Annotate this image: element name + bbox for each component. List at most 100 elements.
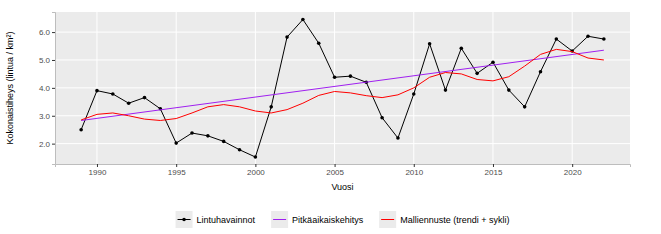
legend-line	[381, 219, 394, 220]
data-point	[460, 46, 464, 50]
legend-line	[273, 219, 286, 220]
data-point	[190, 131, 194, 135]
tick: 2005	[326, 164, 344, 177]
legend: Lintuhavainnot Pitkäaikaiskehitys Mallienn…	[176, 211, 510, 228]
data-point	[285, 35, 289, 39]
axis-line	[56, 165, 631, 168]
data-point	[396, 136, 400, 140]
data-point	[349, 74, 353, 78]
x-axis-title: Vuosi	[331, 182, 353, 192]
grid-line	[572, 12, 573, 164]
data-point	[380, 116, 384, 120]
legend-item: Lintuhavainnot	[176, 211, 256, 228]
data-point	[475, 72, 479, 76]
legend-label: Lintuhavainnot	[197, 215, 256, 225]
tick-label: 6.0	[39, 28, 51, 37]
data-point	[222, 140, 226, 144]
tick-label: 5.0	[39, 56, 51, 65]
tick-mark	[493, 164, 494, 167]
data-layer	[79, 18, 605, 159]
grid-line	[96, 12, 97, 164]
series-line	[81, 20, 604, 157]
data-point	[507, 88, 511, 92]
chart: 1990 1995 2000 2005 2010 2015 2020 2.0 3.0 4.0 5.0…	[0, 0, 661, 234]
tick-label: 2015	[485, 168, 503, 177]
data-point	[491, 60, 495, 64]
grid-line	[55, 143, 630, 144]
tick-label: 3.0	[39, 112, 51, 121]
data-point	[238, 148, 242, 152]
tick: 3.0	[39, 112, 55, 121]
tick: 1995	[168, 164, 186, 177]
tick: 2.0	[39, 140, 55, 149]
legend-label: Malliennuste (trendi + sykli)	[400, 215, 509, 225]
legend-item: Malliennuste (trendi + sykli)	[379, 211, 509, 228]
tick-mark	[52, 116, 55, 117]
tick-label: 2.0	[39, 140, 51, 149]
data-point	[254, 155, 258, 159]
tick: 2015	[485, 164, 503, 177]
tick-label: 1995	[168, 168, 186, 177]
data-point	[317, 41, 321, 45]
data-point	[602, 37, 606, 41]
tick: 5.0	[39, 56, 55, 65]
tick-mark	[255, 164, 256, 167]
tick-mark	[52, 88, 55, 89]
grid-line	[55, 32, 630, 33]
legend-item: Pitkäaikaiskehitys	[271, 211, 364, 228]
series-line	[81, 50, 604, 120]
tick: 2010	[405, 164, 423, 177]
data-point	[143, 96, 147, 100]
data-point	[269, 105, 273, 109]
data-point	[444, 88, 448, 92]
data-point	[111, 92, 115, 96]
tick-label: 2000	[247, 168, 265, 177]
tick-mark	[97, 164, 98, 167]
legend-marker	[182, 218, 186, 222]
tick-mark	[52, 32, 55, 33]
tick-mark	[52, 60, 55, 61]
tick: 4.0	[39, 84, 55, 93]
grid-line	[255, 12, 256, 164]
grid	[55, 12, 630, 164]
data-point	[555, 37, 559, 41]
data-point	[95, 89, 99, 93]
x-axis: 1990 1995 2000 2005 2010 2015 2020	[56, 164, 631, 177]
tick-label: 1990	[89, 168, 107, 177]
data-point	[586, 34, 590, 38]
y-axis-title: Kokonaistiheys (lintua / km²)	[5, 31, 15, 144]
data-point	[412, 92, 416, 96]
data-point	[301, 18, 305, 22]
tick-label: 2005	[326, 168, 344, 177]
tick-mark	[176, 164, 177, 167]
data-point	[523, 105, 527, 109]
grid-line	[55, 115, 630, 116]
tick-label: 2020	[564, 168, 582, 177]
legend-key	[271, 211, 288, 228]
tick-mark	[572, 164, 573, 167]
grid-line	[55, 87, 630, 88]
tick: 6.0	[39, 28, 55, 37]
tick: 2020	[564, 164, 582, 177]
plot: 1990 1995 2000 2005 2010 2015 2020 2.0 3.0 4.0 5.0…	[39, 12, 631, 177]
grid-line	[492, 12, 493, 164]
data-point	[333, 75, 337, 79]
data-point	[79, 128, 83, 132]
data-point	[174, 141, 178, 145]
legend-label: Pitkäaikaiskehitys	[292, 215, 364, 225]
data-point	[428, 42, 432, 46]
data-point	[206, 134, 210, 138]
tick: 1990	[89, 164, 107, 177]
tick-label: 4.0	[39, 84, 51, 93]
tick-label: 2010	[405, 168, 423, 177]
axis-line	[52, 13, 56, 165]
grid-line	[55, 59, 630, 60]
legend-key	[176, 211, 193, 228]
tick-mark	[335, 164, 336, 167]
legend-key	[379, 211, 396, 228]
tick-mark	[414, 164, 415, 167]
y-axis: 2.0 3.0 4.0 5.0 6.0	[39, 13, 56, 165]
panel-background	[55, 12, 630, 164]
tick-mark	[52, 144, 55, 145]
data-point	[539, 70, 543, 74]
